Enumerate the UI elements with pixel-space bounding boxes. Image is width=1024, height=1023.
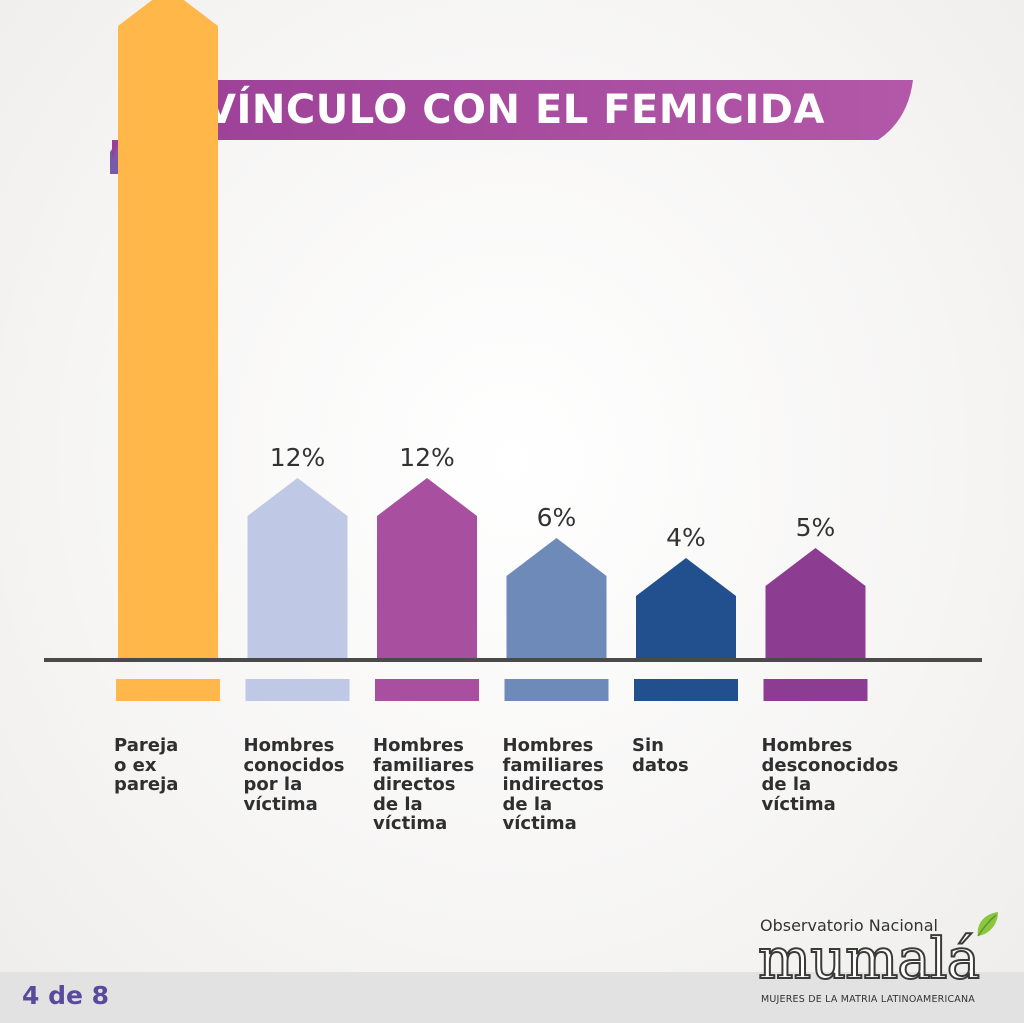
bar-4: [636, 558, 736, 658]
bar-1: [247, 478, 348, 658]
category-label-5: Hombres desconocidos de la víctima: [761, 735, 899, 815]
category-label-0: Pareja o ex pareja: [114, 735, 179, 795]
legend-swatch-3: [504, 679, 609, 701]
chart-title: VÍNCULO CON EL FEMICIDA: [205, 87, 825, 133]
category-label-2: Hombres familiares directos de la víctim…: [373, 735, 475, 834]
leaf-icon: [977, 912, 998, 937]
page-counter: 4 de 8: [22, 981, 110, 1010]
bar-2: [377, 478, 477, 658]
category-label-3: Hombres familiares indirectos de la víct…: [502, 735, 604, 834]
legend-swatch-1: [245, 679, 350, 701]
logo-wordmark: mumalá: [757, 927, 981, 993]
legend-swatch-2: [375, 679, 479, 701]
bar-value-label-5: 5%: [796, 513, 836, 542]
bar-value-label-3: 6%: [537, 503, 577, 532]
legend-swatch-5: [763, 679, 868, 701]
category-label-4: Sin datos: [632, 735, 689, 776]
logo-subtitle: MUJERES DE LA MATRIA LATINOAMERICANA: [761, 994, 975, 1005]
category-label-1: Hombres conocidos por la víctima: [243, 735, 345, 815]
bar-0: [118, 0, 218, 658]
bar-value-label-1: 12%: [270, 443, 326, 472]
legend-swatch-4: [634, 679, 738, 701]
bar-value-label-4: 4%: [666, 523, 706, 552]
mumala-logo: Observatorio Nacional mumalá MUJERES DE …: [752, 908, 1002, 1018]
footer-bar: [0, 972, 1024, 1023]
banner-ribbon: [112, 80, 913, 160]
bar-5: [765, 548, 866, 658]
logo-top-text: Observatorio Nacional: [760, 916, 938, 935]
bar-3: [506, 538, 607, 658]
legend-swatch-0: [116, 679, 220, 701]
bar-value-label-2: 12%: [399, 443, 455, 472]
